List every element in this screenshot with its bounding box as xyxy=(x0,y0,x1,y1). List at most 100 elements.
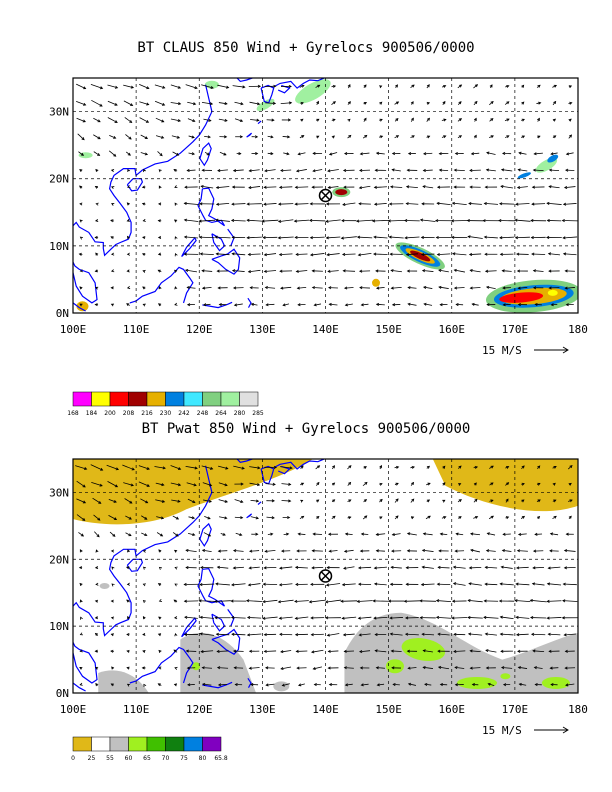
wind-arrow xyxy=(247,236,262,239)
wind-arrow xyxy=(516,583,530,586)
wind-arrow xyxy=(362,482,368,487)
wind-arrow-head xyxy=(359,649,363,654)
wind-arrow xyxy=(200,253,214,256)
wind-arrow xyxy=(470,269,481,273)
wind-arrow-head xyxy=(375,532,379,537)
wind-arrow-head xyxy=(490,515,494,519)
wind-arrow-head xyxy=(537,84,541,88)
wind-arrow-head xyxy=(395,135,400,139)
wind-arrow xyxy=(217,650,229,652)
wind-arrow xyxy=(486,152,496,155)
wind-arrow-head xyxy=(363,499,367,503)
wind-arrow xyxy=(468,599,483,603)
wind-arrow xyxy=(202,549,212,553)
coastline xyxy=(126,178,144,192)
lon-tick-label: 150E xyxy=(375,703,402,716)
wind-arrow-head xyxy=(184,268,189,273)
wind-arrow xyxy=(216,253,230,256)
wind-arrow-head xyxy=(421,548,426,553)
wind-arrow-head xyxy=(435,615,440,620)
wind-arrow-head xyxy=(502,286,506,290)
wind-arrow-head xyxy=(233,549,237,553)
wind-arrow-head xyxy=(223,135,228,139)
wind-arrow-head xyxy=(375,666,379,670)
wind-arrow xyxy=(297,287,307,289)
wind-arrow-head xyxy=(158,599,163,602)
wind-arrow xyxy=(483,616,499,619)
wind-arrow xyxy=(376,287,385,289)
wind-arrow xyxy=(468,583,482,586)
wind-arrow xyxy=(140,498,148,504)
colorbar-swatch xyxy=(165,736,185,752)
wind-arrow xyxy=(75,465,87,470)
wind-arrow-head xyxy=(263,566,267,570)
wind-arrow-head xyxy=(232,566,236,570)
wind-arrow-head xyxy=(231,583,235,587)
wind-arrow-head xyxy=(548,649,552,653)
wind-arrow xyxy=(184,219,199,222)
wind-arrow-head xyxy=(142,549,147,553)
wind-arrow-head xyxy=(262,582,266,586)
colorbar-swatch xyxy=(91,391,111,407)
wind-arrow xyxy=(78,151,84,156)
wind-arrow xyxy=(516,616,530,619)
wind-arrow-head xyxy=(145,119,150,123)
wind-arrow-head xyxy=(390,269,394,273)
wind-arrow-head xyxy=(468,566,473,570)
wind-arrow-head xyxy=(562,599,566,603)
wind-arrow xyxy=(201,650,214,653)
wind-arrow-head xyxy=(341,616,345,620)
wind-arrow-head xyxy=(438,549,442,553)
wind-arrow-head xyxy=(126,286,131,290)
wind-arrow xyxy=(518,533,527,535)
wind-arrow-head xyxy=(332,482,336,486)
wind-arrow-head xyxy=(474,100,478,105)
wind-arrow xyxy=(408,287,417,289)
wind-arrow xyxy=(503,303,511,306)
wind-arrow-head xyxy=(316,100,319,105)
wind-arrow-head xyxy=(537,117,540,121)
storm-marker-cross xyxy=(320,571,331,581)
wind-arrow-head xyxy=(173,599,177,603)
wind-arrow-head xyxy=(470,152,475,156)
wind-arrow xyxy=(484,202,499,205)
wind-arrow-head xyxy=(552,482,556,486)
wind-arrow xyxy=(249,466,260,469)
wind-arrow-head xyxy=(342,168,347,172)
wind-arrow xyxy=(373,236,388,239)
coastline xyxy=(247,297,252,308)
wind-arrow-head xyxy=(110,286,114,290)
wind-arrow xyxy=(263,583,278,586)
wind-arrow-head xyxy=(160,516,165,520)
wind-arrow xyxy=(154,100,165,106)
wind-arrow-head xyxy=(395,498,399,502)
wind-arrow xyxy=(376,667,386,669)
wind-arrow xyxy=(185,84,198,89)
wind-arrow-head xyxy=(514,599,518,603)
wind-arrow-head xyxy=(348,499,352,503)
wind-arrow xyxy=(487,532,496,536)
wind-arrow-head xyxy=(563,549,568,553)
wind-arrow-head xyxy=(177,499,181,503)
wind-arrow-head xyxy=(533,666,537,670)
wind-arrow-head xyxy=(454,151,458,156)
wind-arrow-head xyxy=(438,268,442,273)
wind-arrow-head xyxy=(406,168,410,172)
wind-arrow-head xyxy=(325,202,330,206)
wind-arrow-head xyxy=(437,565,441,570)
wind-arrow xyxy=(232,85,245,88)
wind-arrow xyxy=(203,499,212,503)
wind-arrow xyxy=(187,532,195,536)
wind-arrow xyxy=(204,515,211,520)
wind-arrow-head xyxy=(515,202,519,206)
wind-arrow xyxy=(170,84,181,89)
wind-arrow-head xyxy=(426,117,430,121)
wind-arrow-head xyxy=(375,286,380,290)
wind-arrow-head xyxy=(391,168,395,172)
wind-arrow-head xyxy=(177,85,182,89)
wind-arrow-head xyxy=(484,252,488,256)
wind-arrow-head xyxy=(311,185,315,189)
wind-arrow-head xyxy=(126,683,131,687)
wind-arrow-head xyxy=(175,533,179,537)
wind-arrow-head xyxy=(200,184,204,189)
